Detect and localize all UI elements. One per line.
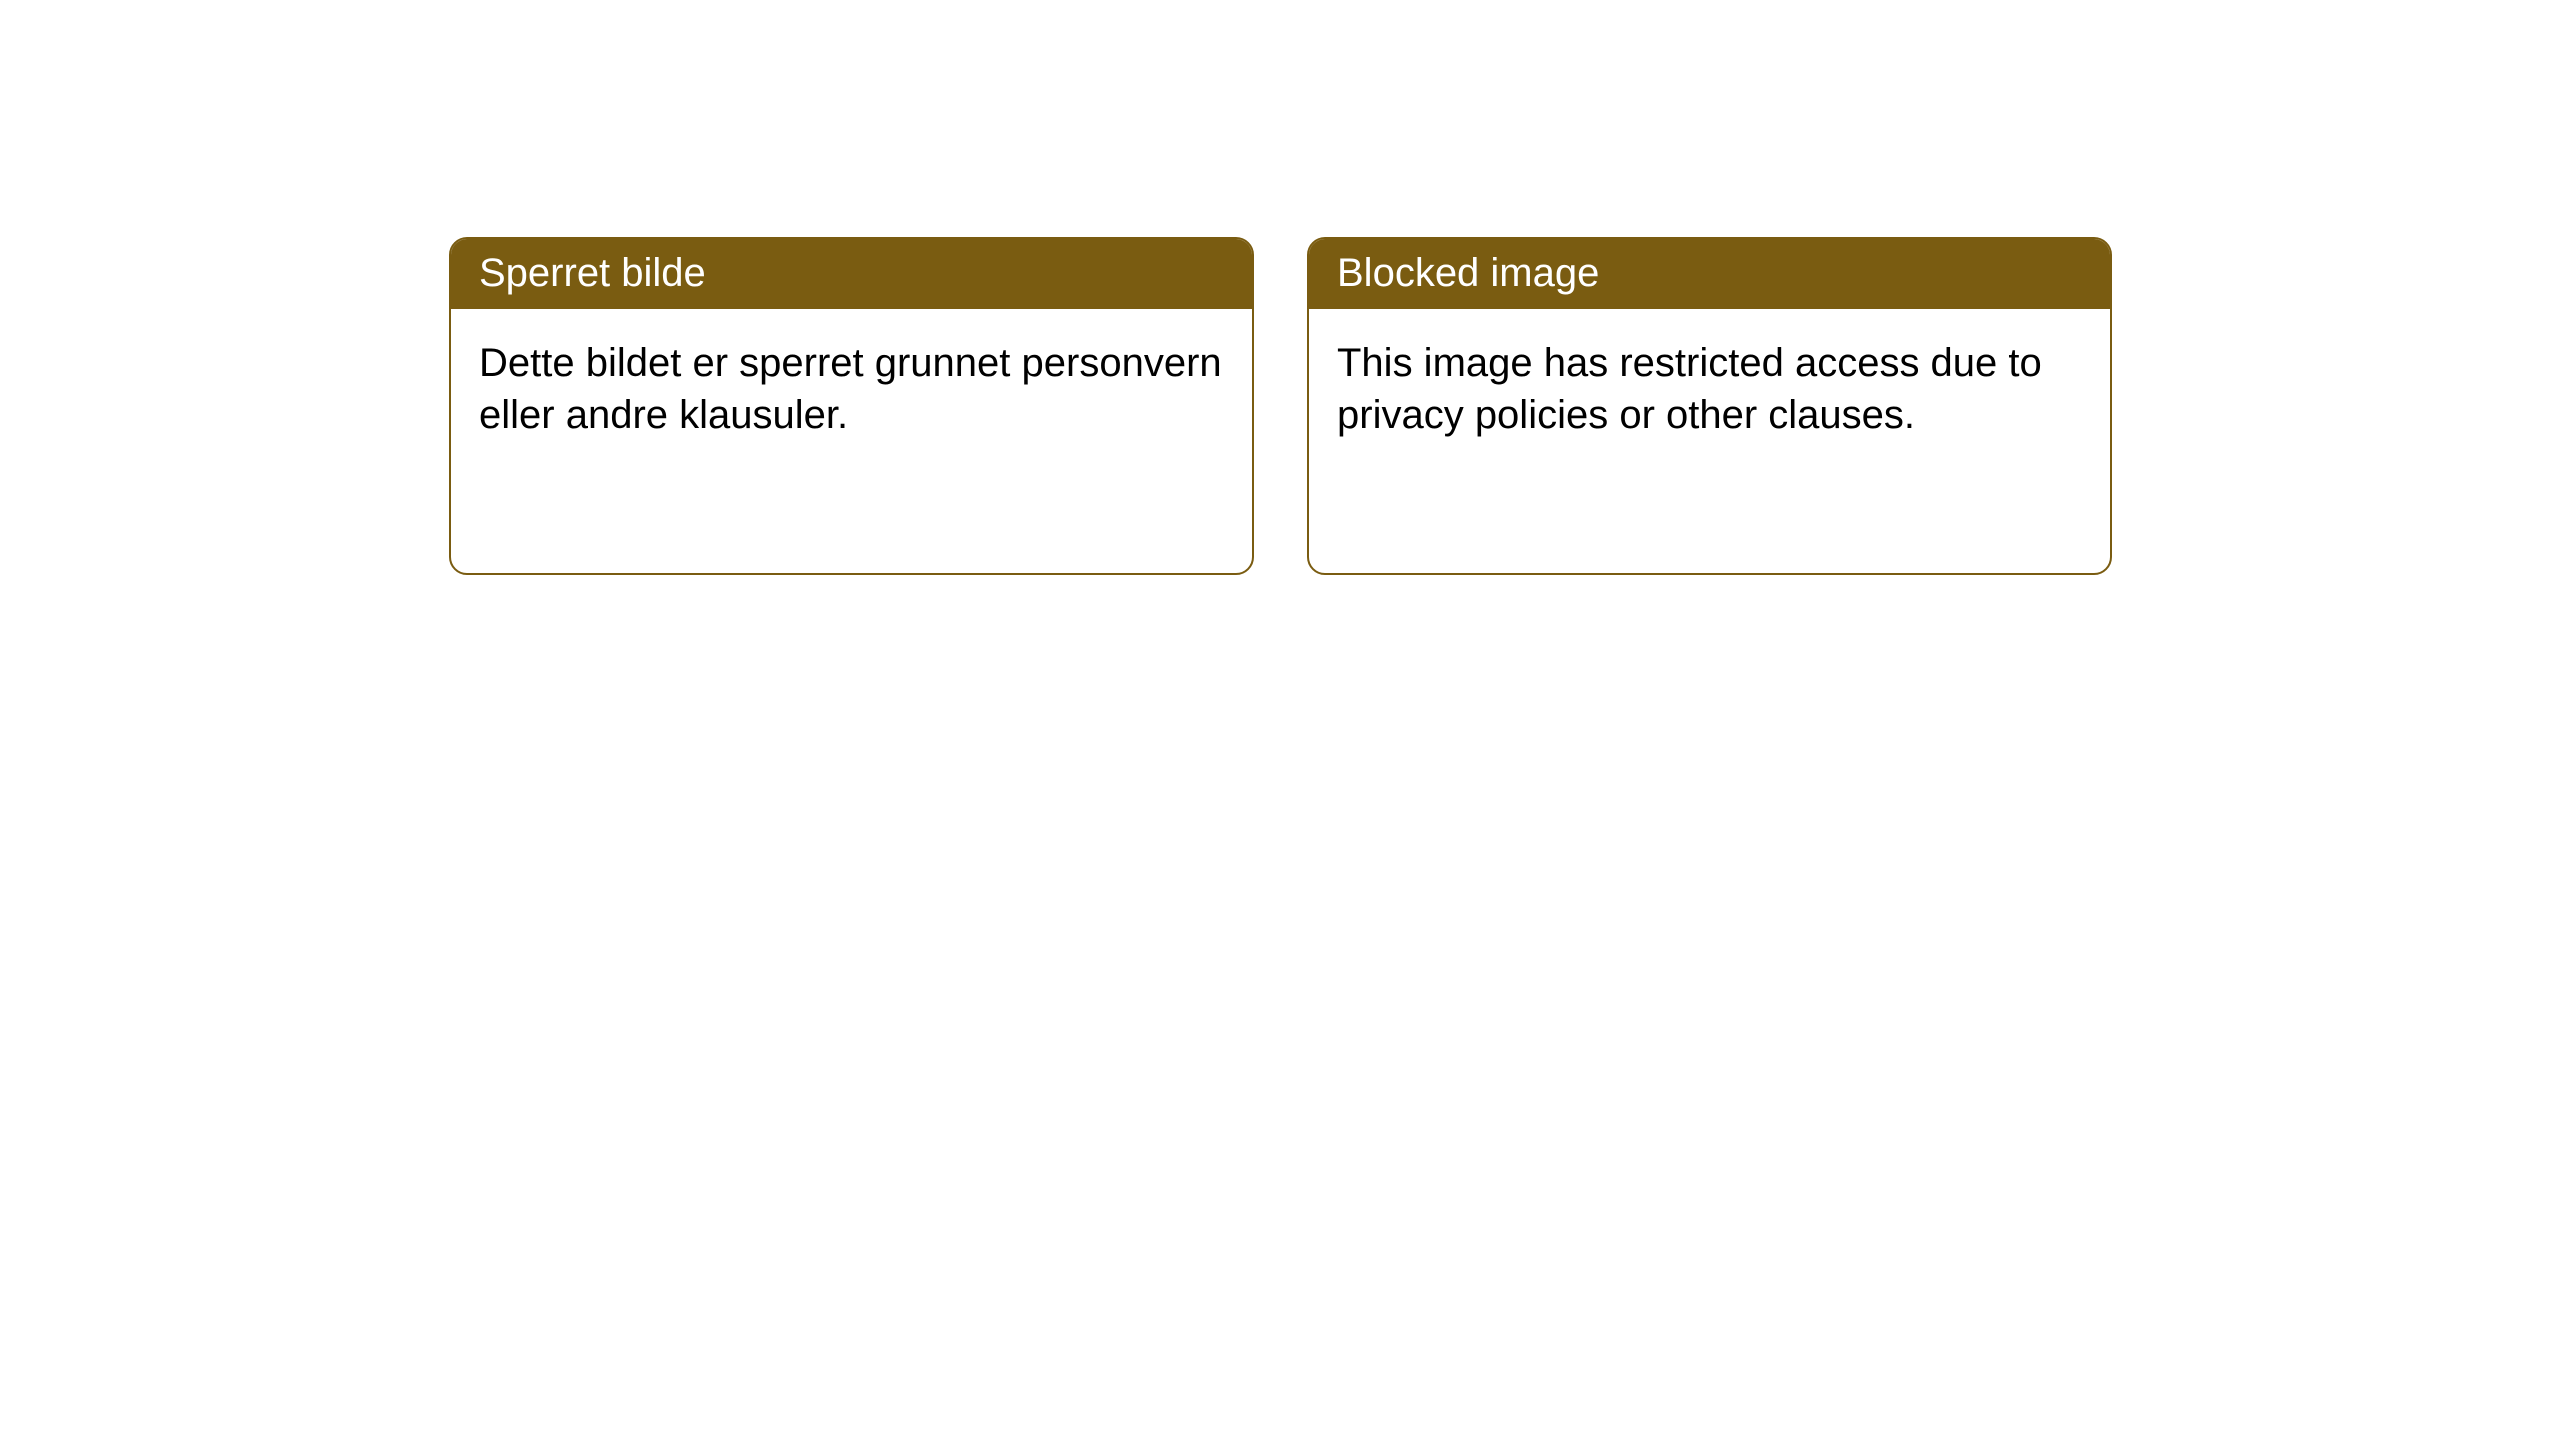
notice-card-norwegian: Sperret bilde Dette bildet er sperret gr… [449,237,1254,575]
notice-title: Blocked image [1309,239,2110,309]
notice-title: Sperret bilde [451,239,1252,309]
notice-body: Dette bildet er sperret grunnet personve… [451,309,1252,469]
notice-card-english: Blocked image This image has restricted … [1307,237,2112,575]
notice-body: This image has restricted access due to … [1309,309,2110,469]
notice-container: Sperret bilde Dette bildet er sperret gr… [0,0,2560,575]
